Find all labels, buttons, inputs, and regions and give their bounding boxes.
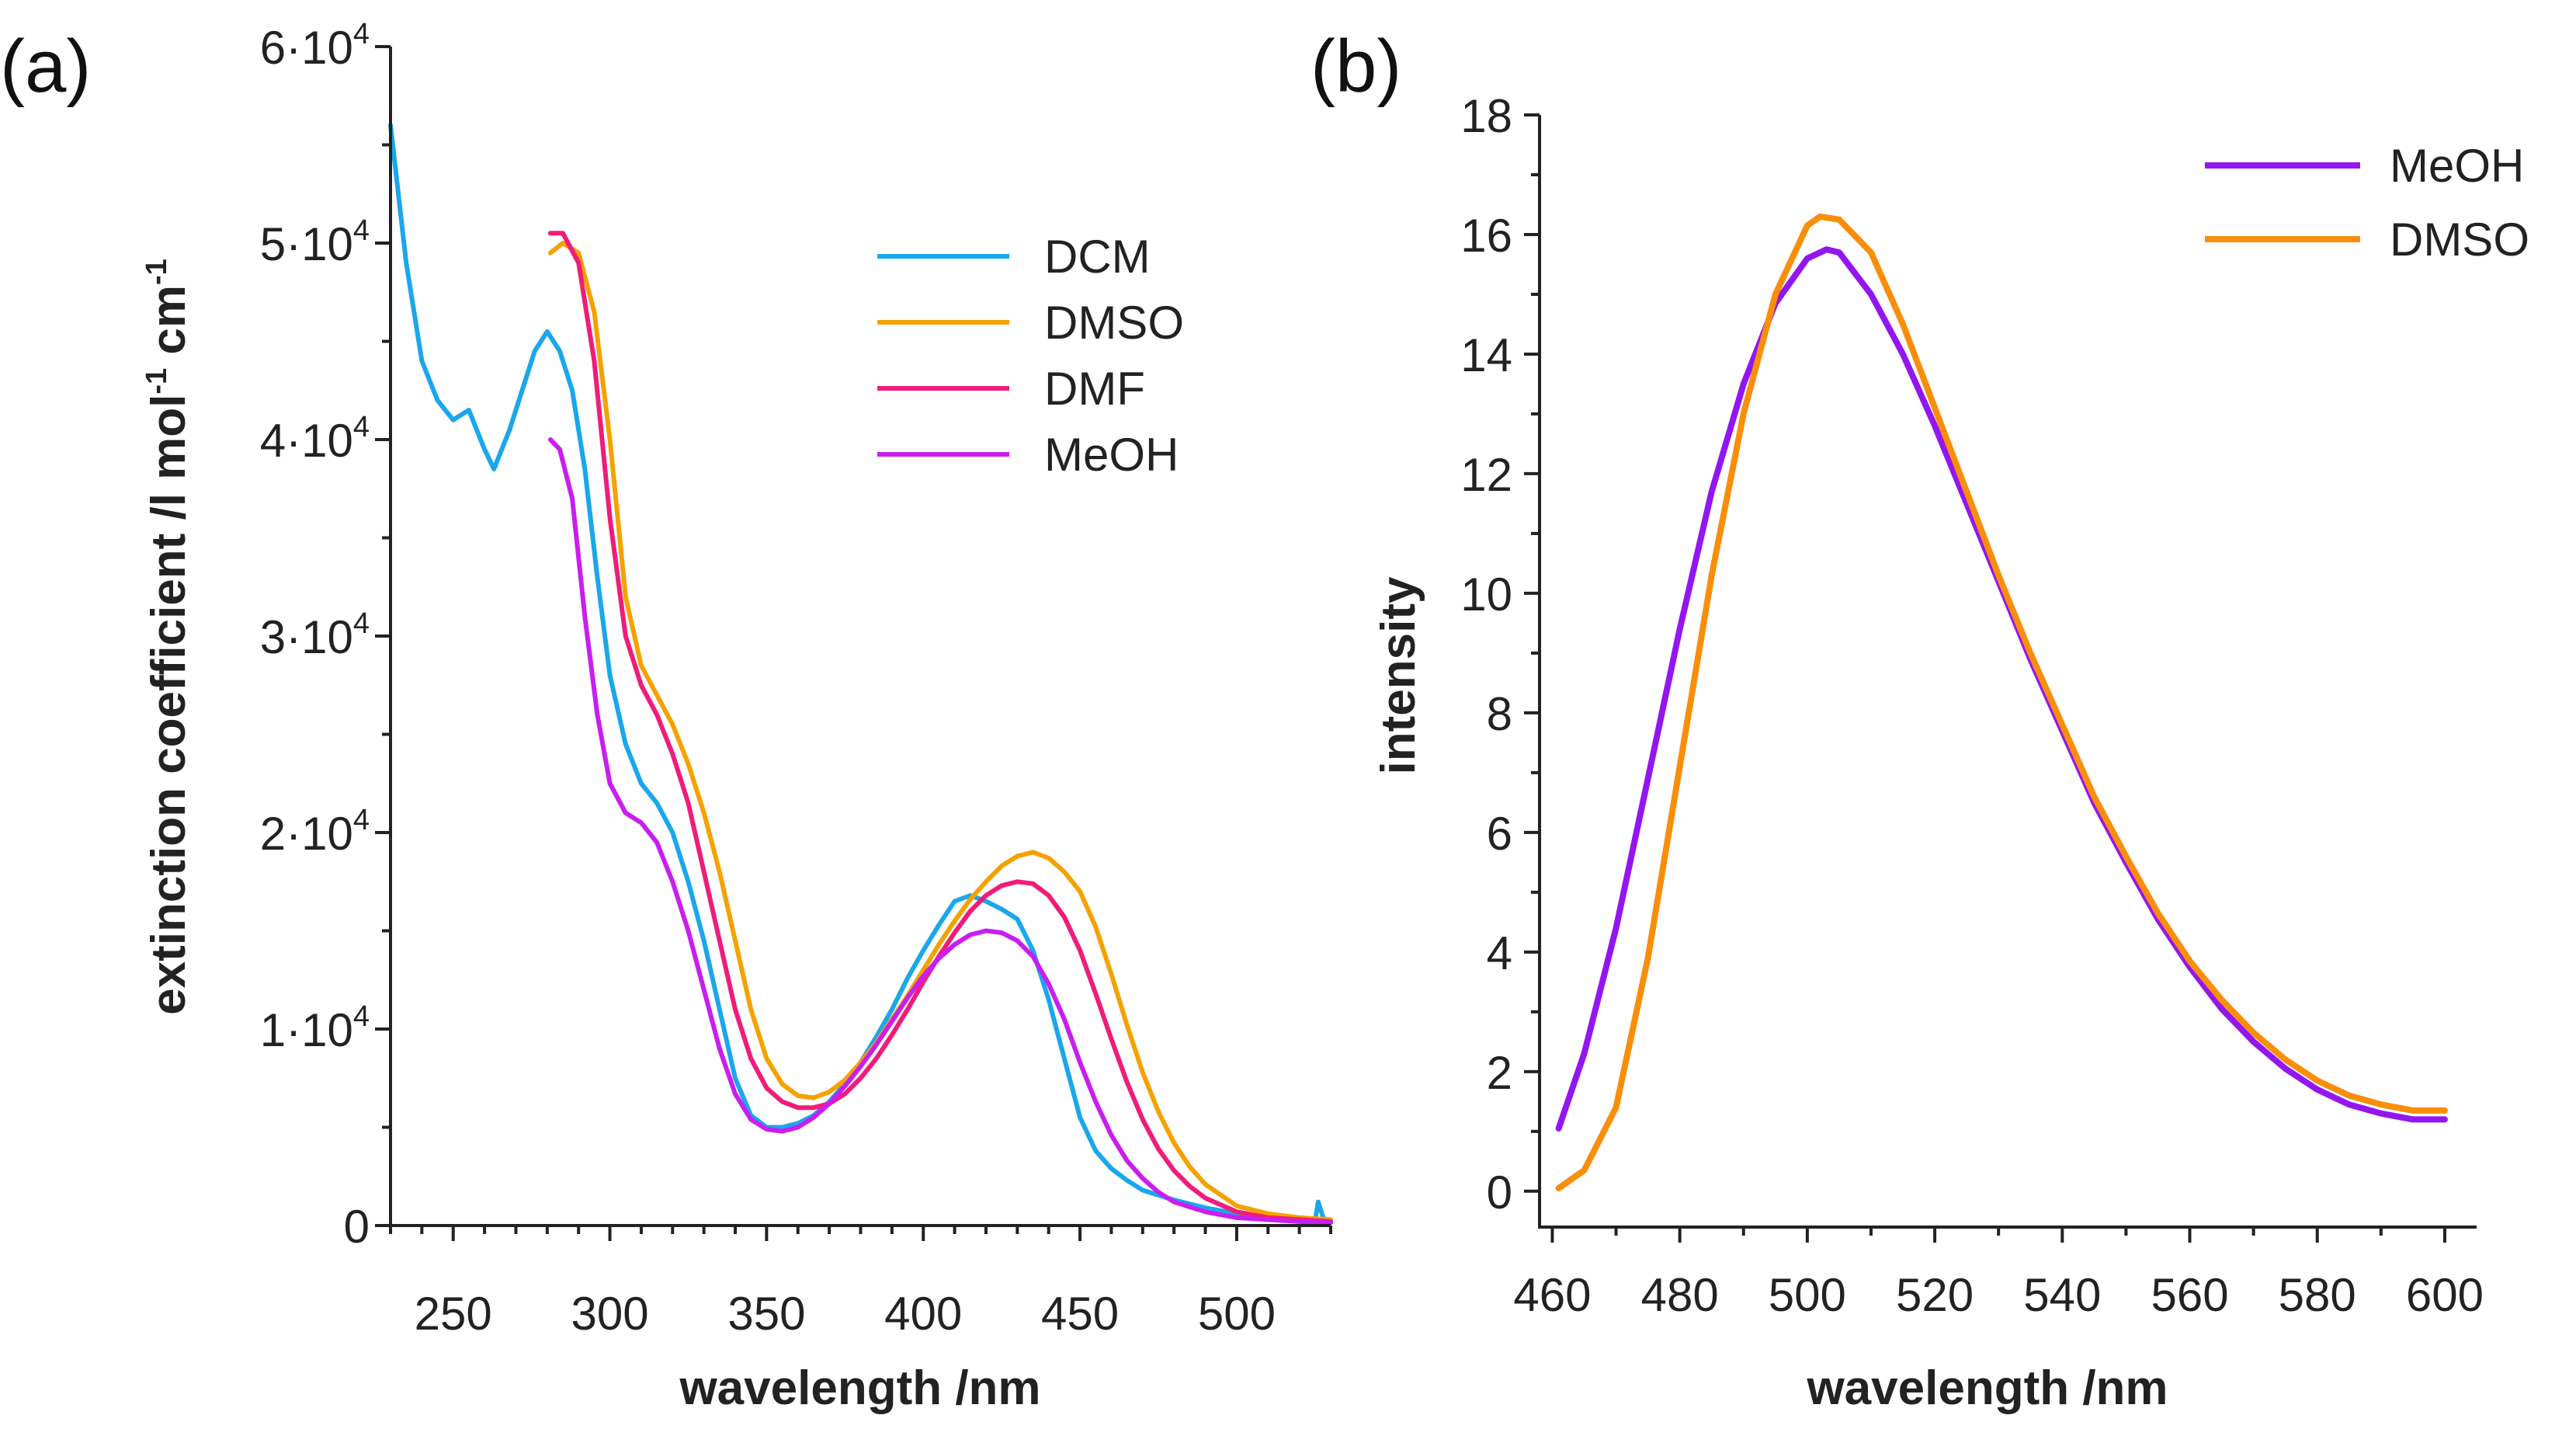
panel-a-y-title-mid: cm (142, 285, 196, 368)
panel-b-series-dmso (1555, 213, 2448, 1191)
y-tick-label: 0 (344, 1201, 370, 1253)
y-tick-label: 12 (1460, 449, 1512, 501)
x-tick-label: 600 (2406, 1269, 2484, 1321)
panel-b-legend: MeOH DMSO (2205, 140, 2529, 266)
x-tick-label: 540 (2023, 1269, 2101, 1321)
panel-b-x-ticks: 460 480 500 520 540 560 580 600 (1513, 1227, 2484, 1321)
y-tick-label: 8 (1487, 688, 1512, 740)
y-tick-label: 6·104 (260, 18, 370, 74)
x-tick-label: 500 (1198, 1288, 1276, 1340)
panel-b-series-group (1555, 213, 2448, 1191)
panel-a-y-title-main: extinction coefficient /l mol (142, 395, 196, 1015)
y-tick-label: 6 (1487, 808, 1512, 860)
panel-a-series-dmf (547, 231, 1333, 1224)
panel-a-series-meoh (547, 437, 1333, 1226)
x-tick-label: 580 (2279, 1269, 2356, 1321)
legend-label-meoh: MeOH (2390, 140, 2524, 192)
y-tick-label-base: 6·10 (260, 22, 353, 74)
y-tick-label: 0 (1487, 1166, 1512, 1219)
y-tick-label-base: 2·10 (260, 808, 353, 860)
y-tick-label-exp: 4 (353, 1000, 370, 1033)
x-tick-label: 520 (1896, 1269, 1974, 1321)
y-tick-label: 5·104 (260, 214, 370, 270)
y-tick-label-base: 4·10 (260, 415, 353, 467)
y-tick-label: 10 (1460, 568, 1512, 621)
x-tick-label: 560 (2151, 1269, 2228, 1321)
panel-a-y-title-sup1: -1 (141, 368, 173, 395)
legend-label-meoh: MeOH (1044, 429, 1179, 481)
y-tick-label-base: 3·10 (260, 611, 353, 663)
panel-a-x-ticks: 250 300 350 400 450 500 (389, 1226, 1332, 1340)
panel-b-y-axis-title: intensity (1372, 576, 1425, 774)
y-tick-label-exp: 4 (353, 804, 370, 836)
y-tick-label: 16 (1460, 210, 1512, 262)
y-tick-label-base: 0 (344, 1201, 370, 1253)
panel-a: (a) 250 300 350 400 450 500 01·1042·1043·1044… (0, 18, 1333, 1415)
x-tick-label: 500 (1769, 1269, 1846, 1321)
x-tick-label: 460 (1513, 1269, 1591, 1321)
y-tick-label: 18 (1460, 90, 1512, 142)
panel-a-axes (389, 47, 1331, 1227)
legend-label-dmso: DMSO (2390, 214, 2529, 266)
y-tick-label: 4·104 (260, 411, 370, 467)
y-tick-label: 1·104 (260, 1000, 370, 1056)
panel-b: (b) 460 480 500 520 540 560 580 600 0 2 4 6 8 10 12 14… (1311, 25, 2529, 1415)
y-tick-label-base: 1·10 (260, 1004, 353, 1056)
x-tick-label: 480 (1641, 1269, 1719, 1321)
y-tick-label: 4 (1487, 927, 1512, 979)
y-tick-label: 14 (1460, 329, 1512, 381)
legend-label-dcm: DCM (1044, 231, 1151, 283)
panel-a-y-title-sup2: -1 (141, 259, 173, 285)
panel-b-y-ticks: 0 2 4 6 8 10 12 14 16 18 (1460, 90, 1540, 1219)
x-tick-label: 450 (1041, 1288, 1119, 1340)
legend-label-dmso: DMSO (1044, 297, 1184, 349)
panel-a-y-axis-title: extinction coefficient /l mol-1 cm-1 (141, 259, 196, 1015)
panel-a-label: (a) (0, 25, 91, 108)
x-tick-label: 300 (571, 1288, 649, 1340)
legend-label-dmf: DMF (1044, 363, 1145, 415)
y-tick-label-exp: 4 (353, 411, 370, 443)
x-tick-label: 400 (884, 1288, 962, 1340)
panel-b-label: (b) (1311, 25, 1401, 108)
y-tick-label-exp: 4 (353, 214, 370, 247)
y-tick-label-exp: 4 (353, 607, 370, 640)
panel-a-x-axis-title: wavelength /nm (679, 1361, 1040, 1415)
panel-a-legend: DCM DMSO DMF MeOH (877, 231, 1184, 481)
y-tick-label: 2·104 (260, 804, 370, 860)
x-tick-label: 250 (415, 1288, 492, 1340)
panel-b-axes (1538, 115, 2477, 1229)
y-tick-label: 2 (1487, 1047, 1512, 1099)
panel-b-series-meoh (1555, 246, 2448, 1132)
y-tick-label-exp: 4 (353, 18, 370, 50)
panel-a-series-dcm (388, 123, 1333, 1226)
panel-b-x-axis-title: wavelength /nm (1806, 1361, 2168, 1415)
y-tick-label: 3·104 (260, 607, 370, 663)
panel-a-series-group (388, 123, 1333, 1226)
y-tick-label-base: 5·10 (260, 218, 353, 270)
x-tick-label: 350 (727, 1288, 805, 1340)
